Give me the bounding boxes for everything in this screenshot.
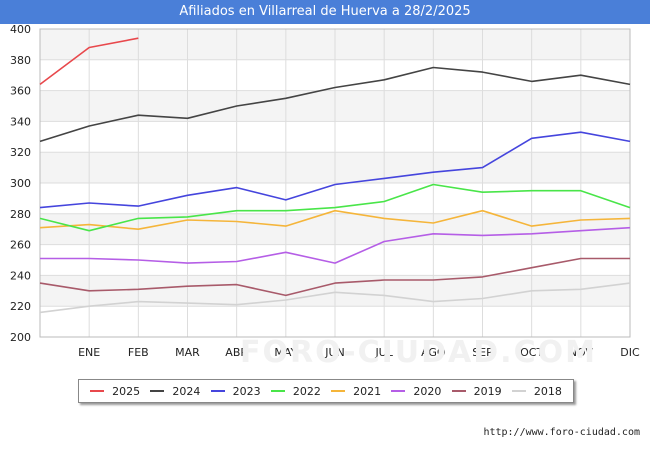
y-tick-label: 360 bbox=[10, 85, 31, 98]
y-tick-label: 340 bbox=[10, 115, 31, 128]
legend-item-2025: 2025 bbox=[90, 385, 140, 398]
legend-label: 2020 bbox=[413, 384, 442, 398]
y-tick-label: 260 bbox=[10, 239, 31, 252]
series-line-2019 bbox=[39, 257, 630, 297]
x-tick-label: SEP bbox=[472, 346, 493, 359]
legend-item-2024: 2024 bbox=[150, 385, 200, 398]
x-tick-label: MAR bbox=[175, 346, 200, 359]
plot-border bbox=[39, 28, 631, 338]
series-line-2025 bbox=[39, 37, 139, 86]
chart-title: Afiliados en Villarreal de Huerva a 28/2… bbox=[0, 0, 650, 24]
watermark: FORO-CIUDAD.COM bbox=[240, 335, 597, 370]
y-tick-label: 280 bbox=[10, 208, 31, 221]
legend-swatch bbox=[391, 390, 406, 392]
x-tick-label: AGO bbox=[421, 346, 446, 359]
y-tick-label: 200 bbox=[10, 331, 31, 344]
series-line-2020 bbox=[40, 226, 631, 264]
x-tick-label: MAY bbox=[274, 346, 297, 359]
series-line-2018 bbox=[39, 282, 631, 314]
legend-item-2020: 2020 bbox=[391, 385, 441, 398]
legend-label: 2023 bbox=[232, 384, 261, 398]
legend-item-2019: 2019 bbox=[451, 384, 502, 398]
legend-label: 2022 bbox=[292, 384, 321, 398]
x-tick-label: OCT bbox=[520, 346, 543, 359]
legend-swatch bbox=[90, 390, 105, 392]
legend-item-2021: 2021 bbox=[331, 385, 381, 398]
series-line-2021 bbox=[39, 209, 631, 230]
y-tick-label: 300 bbox=[10, 177, 31, 190]
y-tick-label: 220 bbox=[10, 300, 31, 313]
y-tick-label: 380 bbox=[10, 54, 31, 67]
x-tick-label: ABR bbox=[225, 346, 248, 359]
x-tick-label: FEB bbox=[128, 346, 149, 359]
source-link[interactable]: http://www.foro-ciudad.com bbox=[483, 427, 640, 438]
legend-swatch bbox=[210, 390, 225, 392]
y-tick-label: 240 bbox=[10, 269, 31, 282]
legend-label: 2024 bbox=[172, 384, 201, 398]
legend-swatch bbox=[331, 390, 346, 392]
x-tick-label: NOV bbox=[569, 346, 594, 359]
legend-label: 2018 bbox=[533, 384, 562, 398]
legend-item-2018: 2018 bbox=[511, 384, 562, 398]
legend-label: 2025 bbox=[112, 384, 141, 398]
legend-label: 2021 bbox=[353, 384, 382, 398]
y-tick-label: 400 bbox=[10, 23, 31, 36]
y-tick-label: 320 bbox=[10, 146, 31, 159]
legend-item-2023: 2023 bbox=[210, 384, 261, 398]
series-line-2024 bbox=[39, 66, 631, 143]
x-tick-label: JUN bbox=[324, 346, 345, 359]
series-line-2023 bbox=[39, 131, 631, 209]
x-tick-label: DIC bbox=[620, 346, 640, 359]
legend-label: 2019 bbox=[473, 384, 502, 398]
legend-swatch bbox=[150, 390, 165, 392]
legend-swatch bbox=[511, 390, 526, 392]
legend-swatch bbox=[270, 390, 285, 392]
legend-swatch bbox=[451, 390, 466, 392]
chart-legend: 2025 2024 2023 2022 2021 2020 2019 2018 bbox=[78, 379, 574, 403]
x-tick-label: JUL bbox=[374, 346, 393, 359]
legend-item-2022: 2022 bbox=[270, 384, 321, 398]
x-tick-label: ENE bbox=[78, 346, 100, 359]
series-line-2022 bbox=[39, 183, 631, 232]
